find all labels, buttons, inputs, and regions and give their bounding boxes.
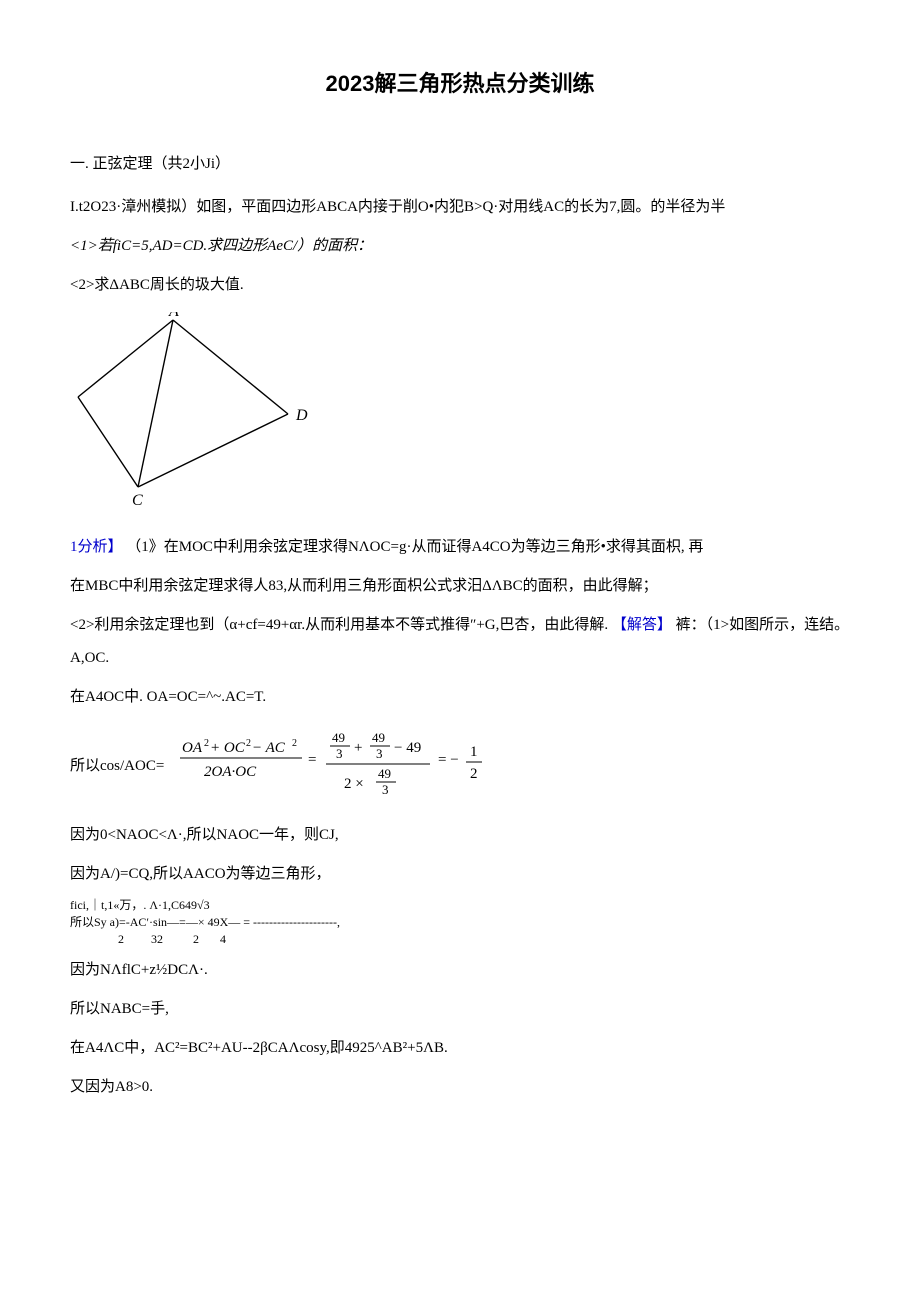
solve-label: 【解答】 bbox=[612, 617, 672, 633]
after-line-3: 因为NΛflC+z½DCΛ·. bbox=[70, 954, 850, 987]
quadrilateral-figure: ABCD bbox=[70, 312, 850, 525]
svg-text:2OA·OC: 2OA·OC bbox=[204, 764, 257, 780]
svg-text:2 ×: 2 × bbox=[344, 776, 364, 792]
svg-text:C: C bbox=[132, 492, 143, 509]
svg-text:49: 49 bbox=[378, 766, 391, 781]
problem-sub-2: <2>求ΔABC周长的圾大值. bbox=[70, 269, 850, 302]
svg-text:2: 2 bbox=[292, 738, 297, 749]
analysis-para-2: 在MBC中利用余弦定理求得人83,从而利用三角形面枳公式求汨ΔΛBC的面积，由此… bbox=[70, 570, 850, 603]
svg-text:49: 49 bbox=[332, 730, 345, 745]
analysis-text-1: （1》在MOC中利用余弦定理求得NΛOC=g·从而证得A4CO为等边三角形•求得… bbox=[126, 539, 703, 555]
svg-text:49: 49 bbox=[372, 730, 385, 745]
after-line-5: 在A4ΛC中，AC²=BC²+AU--2βCAΛcosy,即4925^AB²+5… bbox=[70, 1032, 850, 1065]
page-title: 2023解三角形热点分类训练 bbox=[70, 60, 850, 108]
svg-text:2: 2 bbox=[246, 738, 251, 749]
small-mid: 所以Sy a)=-AC′·sin—=—× 49X— = ------------… bbox=[70, 914, 850, 931]
small-stack-block: fici,｜t,1«万，. Λ·1,C649√3 所以Sy a)=-AC′·si… bbox=[70, 897, 850, 947]
svg-text:− 49: − 49 bbox=[394, 740, 421, 756]
svg-text:3: 3 bbox=[336, 746, 343, 761]
svg-text:2: 2 bbox=[470, 766, 478, 782]
after-line-5-text: 在A4ΛC中，AC²=BC²+AU--2βCAΛcosy,即4925^AB²+5… bbox=[70, 1040, 448, 1056]
svg-text:= −: = − bbox=[438, 752, 459, 768]
after-line-1: 因为0<NAOC<Λ·,所以NAOC一年，则CJ, bbox=[70, 819, 850, 852]
svg-text:=: = bbox=[308, 752, 316, 768]
analysis-text-2: 在MBC中利用余弦定理求得人83,从而利用三角形面枳公式求汨ΔΛBC的面积，由此… bbox=[70, 578, 658, 594]
after-line-6: 又因为A8>0. bbox=[70, 1071, 850, 1104]
figure-svg: ABCD bbox=[70, 312, 320, 512]
cos-formula-svg-wrap: OA2+ OC2 − AC22OA·OC = 493 + 493 − 492 ×… bbox=[170, 720, 590, 813]
section-heading: 一. 正弦定理（共2小Ji） bbox=[70, 148, 850, 181]
svg-text:A: A bbox=[168, 312, 179, 320]
svg-text:D: D bbox=[295, 407, 308, 424]
analysis-para-1: 1分析】 （1》在MOC中利用余弦定理求得NΛOC=g·从而证得A4CO为等边三… bbox=[70, 531, 850, 564]
aoc-line: 在A4OC中. OA=OC=^~.AC=T. bbox=[70, 681, 850, 714]
small-bot: 2 32 2 4 bbox=[70, 931, 850, 948]
svg-text:3: 3 bbox=[382, 782, 389, 797]
svg-text:1: 1 bbox=[470, 744, 478, 760]
small-top: fici,｜t,1«万，. Λ·1,C649√3 bbox=[70, 897, 850, 914]
svg-text:+: + bbox=[354, 740, 362, 756]
problem-sub-1: <1>若fiC=5,AD=CD.求四边形AeC/）的面积： bbox=[70, 230, 850, 263]
after-line-4: 所以NABC=手, bbox=[70, 993, 850, 1026]
problem-sub-2-text: <2>求ΔABC周长的圾大值. bbox=[70, 277, 244, 293]
svg-text:3: 3 bbox=[376, 746, 383, 761]
problem-line-1-text: I.t2O23·漳州模拟）如图，平面四边形ABCA内接于削O•内犯B>Q·对用线… bbox=[70, 199, 725, 215]
analysis-label: 1分析】 bbox=[70, 539, 123, 555]
cos-lead: 所以cos/AOC= bbox=[70, 750, 164, 783]
after-line-2: 因为A/)=CQ,所以AACO为等边三角形， bbox=[70, 858, 850, 891]
formula-svg: OA2+ OC2 − AC22OA·OC = 493 + 493 − 492 ×… bbox=[170, 720, 590, 800]
analysis-para-3: <2>利用余弦定理也到（α+cf=49+αr.从而利用基本不等式推得″+G,巴杏… bbox=[70, 609, 850, 675]
analysis-text-3: <2>利用余弦定理也到（α+cf=49+αr.从而利用基本不等式推得″+G,巴杏… bbox=[70, 617, 608, 633]
aoc-text: 在A4OC中. OA=OC=^~.AC=T. bbox=[70, 689, 266, 705]
svg-text:− AC: − AC bbox=[252, 740, 286, 756]
problem-sub-1-text: <1>若fiC=5,AD=CD.求四边形AeC/）的面积： bbox=[70, 238, 372, 254]
svg-text:+ OC: + OC bbox=[210, 740, 246, 756]
problem-line-1: I.t2O23·漳州模拟）如图，平面四边形ABCA内接于削O•内犯B>Q·对用线… bbox=[70, 191, 850, 224]
svg-text:OA: OA bbox=[182, 740, 203, 756]
svg-text:2: 2 bbox=[204, 738, 209, 749]
cos-formula-line: 所以cos/AOC= OA2+ OC2 − AC22OA·OC = 493 + … bbox=[70, 720, 850, 813]
